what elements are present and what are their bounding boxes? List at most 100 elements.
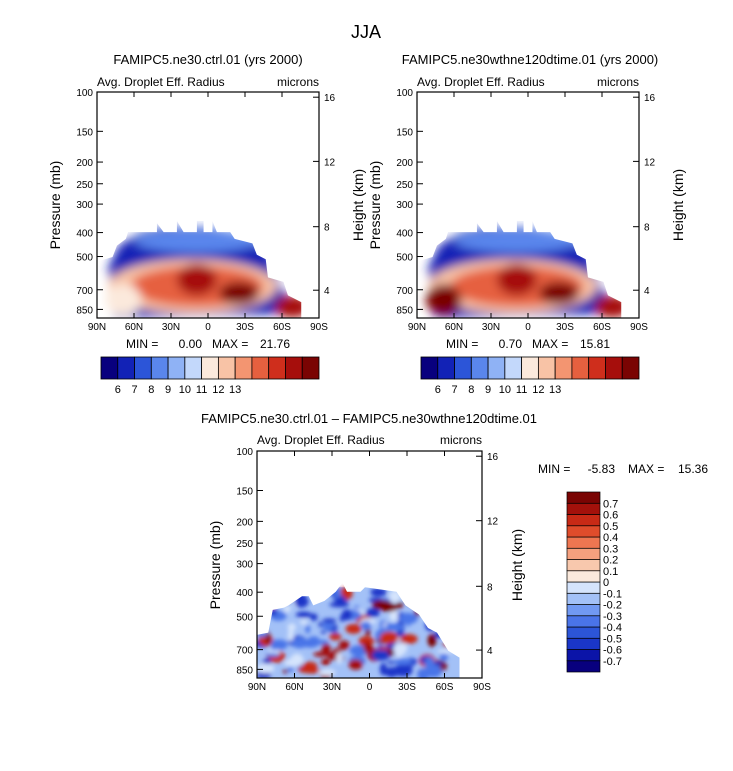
colorbar-swatch xyxy=(234,356,253,380)
colorbar-label: 0.2 xyxy=(603,555,618,567)
field-cell xyxy=(365,628,371,636)
field-cell xyxy=(320,630,326,634)
y-right-tick-label: 8 xyxy=(324,223,330,234)
colorbar-label: 12 xyxy=(532,384,544,396)
field-mask xyxy=(97,92,319,318)
field-cell xyxy=(315,639,329,645)
field-cell xyxy=(363,641,371,653)
axes: 90N 60N 30N 0 30S 60S 90S 100 150 200 250 300 400 500… xyxy=(76,88,335,333)
colorbar-swatch xyxy=(621,356,640,380)
colorbar-label: -0.1 xyxy=(603,588,622,600)
y-right-tick-label: 4 xyxy=(487,646,493,657)
y-tick-label: 200 xyxy=(236,517,253,528)
field-cell xyxy=(345,623,362,634)
x-tick-label: 60S xyxy=(273,322,291,333)
panel-title: FAMIPC5.ne30.ctrl.01 (yrs 2000) xyxy=(113,52,302,67)
field-cell xyxy=(291,637,308,649)
field-cell xyxy=(393,642,407,656)
field-cell xyxy=(329,602,350,608)
field-region xyxy=(425,284,462,316)
field-cell xyxy=(394,658,413,666)
colorbar-label: -0.4 xyxy=(603,622,622,634)
field-cell xyxy=(329,633,342,641)
stats-min-label: MIN = xyxy=(126,337,158,351)
y-tick-label: 250 xyxy=(396,180,413,191)
y-tick-label: 300 xyxy=(236,560,253,571)
stats-max-value: 15.36 xyxy=(678,462,708,476)
field-cell xyxy=(265,631,271,645)
y-right-tick-label: 12 xyxy=(644,157,656,168)
x-tick-label: 60N xyxy=(125,322,143,333)
stats-max-label: MAX = xyxy=(212,337,248,351)
colorbar-swatch xyxy=(150,356,169,380)
colorbar-swatch xyxy=(566,514,601,527)
x-tick-label: 90S xyxy=(473,682,491,693)
panel-subtitle-right: microns xyxy=(597,75,639,89)
colorbar-swatch xyxy=(566,502,601,515)
stats-min-value: 0.70 xyxy=(499,337,523,351)
x-tick-label: 90S xyxy=(310,322,328,333)
colorbar-label: 10 xyxy=(179,384,191,396)
figure-title: JJA xyxy=(351,22,381,42)
field-cell xyxy=(427,633,437,647)
field-cell xyxy=(257,663,275,674)
x-tick-label: 0 xyxy=(525,322,531,333)
colorbar-swatch xyxy=(554,356,573,380)
field-cell xyxy=(302,661,318,670)
field-mask xyxy=(257,451,482,678)
colorbar-swatch xyxy=(566,660,601,673)
stats-min-label: MIN = xyxy=(538,462,570,476)
colorbar-swatch xyxy=(566,491,601,504)
field-cell xyxy=(393,664,413,677)
field-cell xyxy=(322,621,335,631)
y-right-tick-label: 8 xyxy=(644,223,650,234)
y-right-tick-label: 12 xyxy=(324,157,336,168)
colorbar-label: 9 xyxy=(485,384,491,396)
colorbar-label: 0 xyxy=(603,577,609,589)
stats-max-value: 21.76 xyxy=(260,337,290,351)
colorbar-label: 9 xyxy=(165,384,171,396)
x-tick-label: 30N xyxy=(162,322,180,333)
x-tick-label: 30S xyxy=(236,322,254,333)
field-cell xyxy=(295,611,312,618)
y-axis-right-label: Height (km) xyxy=(670,169,686,241)
colorbar-swatch xyxy=(420,356,439,380)
x-tick-label: 30S xyxy=(398,682,416,693)
colorbar-label: 11 xyxy=(516,384,527,396)
colorbar-label: 13 xyxy=(549,384,561,396)
field-cell xyxy=(271,639,278,651)
y-axis-label: Pressure (mb) xyxy=(47,161,63,250)
x-tick-label: 0 xyxy=(205,322,211,333)
stats-max-label: MAX = xyxy=(628,462,664,476)
colorbar-swatch xyxy=(566,649,601,662)
y-right-tick-label: 12 xyxy=(487,517,499,528)
field-blobs xyxy=(425,227,631,318)
field-cell xyxy=(287,628,294,642)
field-cell xyxy=(341,609,353,621)
field-cell xyxy=(287,666,294,673)
colorbar-swatch xyxy=(566,637,601,650)
colorbar-label: 0.6 xyxy=(603,510,618,522)
colorbar-label: -0.2 xyxy=(603,600,622,612)
y-tick-label: 400 xyxy=(76,229,93,240)
y-axis-right-label: Height (km) xyxy=(350,169,366,241)
field-cell xyxy=(399,634,418,644)
x-tick-label: 90N xyxy=(88,322,106,333)
colorbar-swatch xyxy=(566,581,601,594)
field-cell xyxy=(290,653,304,667)
heatmap-field xyxy=(257,451,482,678)
field-mask xyxy=(417,92,639,318)
colorbar-swatch xyxy=(454,356,472,380)
y-right-tick-label: 16 xyxy=(487,452,499,463)
stats-max-value: 15.81 xyxy=(580,337,610,351)
colorbar-swatch xyxy=(605,356,623,380)
colorbar-swatch xyxy=(566,626,601,639)
y-tick-label: 500 xyxy=(76,253,93,264)
colorbar: 6 7 8 9 10 11 12 13 xyxy=(420,356,640,396)
colorbar-label: 12 xyxy=(212,384,224,396)
x-tick-label: 90S xyxy=(630,322,648,333)
colorbar-swatch xyxy=(521,356,539,380)
stats-min-value: -5.83 xyxy=(588,462,616,476)
field-cell xyxy=(336,652,343,665)
